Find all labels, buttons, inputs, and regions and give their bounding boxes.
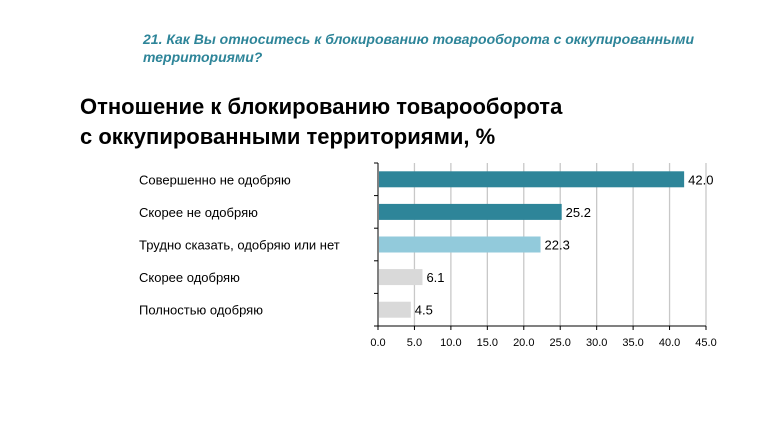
data-label: 4.5 [415,303,433,318]
category-label: Скорее не одобряю [139,205,258,220]
data-label: 25.2 [566,205,591,220]
x-tick-label: 5.0 [407,337,422,349]
x-tick-label: 30.0 [586,337,607,349]
category-label: Трудно сказать, одобряю или нет [139,238,340,253]
bar [379,301,411,318]
bar [379,203,562,220]
chart-title-line-2: с оккупированными территориями, % [80,124,496,149]
x-tick-label: 40.0 [659,337,680,349]
x-tick-label: 35.0 [622,337,643,349]
category-label: Полностью одобряю [139,303,263,318]
x-tick-label: 20.0 [513,337,534,349]
x-tick-label: 0.0 [370,337,385,349]
category-label: Скорее одобряю [139,270,240,285]
question-text: 21. Как Вы относитесь к блокированию тов… [143,31,694,65]
x-tick-label: 10.0 [440,337,461,349]
x-tick-label: 45.0 [695,337,716,349]
x-tick-label: 15.0 [477,337,498,349]
data-label: 22.3 [545,238,570,253]
bar [379,171,685,188]
chart-title: Отношение к блокированию товарооборота с… [80,92,562,152]
bar [379,236,541,253]
chart-title-line-1: Отношение к блокированию товарооборота [80,94,563,119]
data-label: 42.0 [688,172,713,187]
x-tick-label: 25.0 [550,337,571,349]
category-label: Совершенно не одобряю [139,172,291,187]
bar [379,269,423,286]
data-label: 6.1 [426,270,444,285]
